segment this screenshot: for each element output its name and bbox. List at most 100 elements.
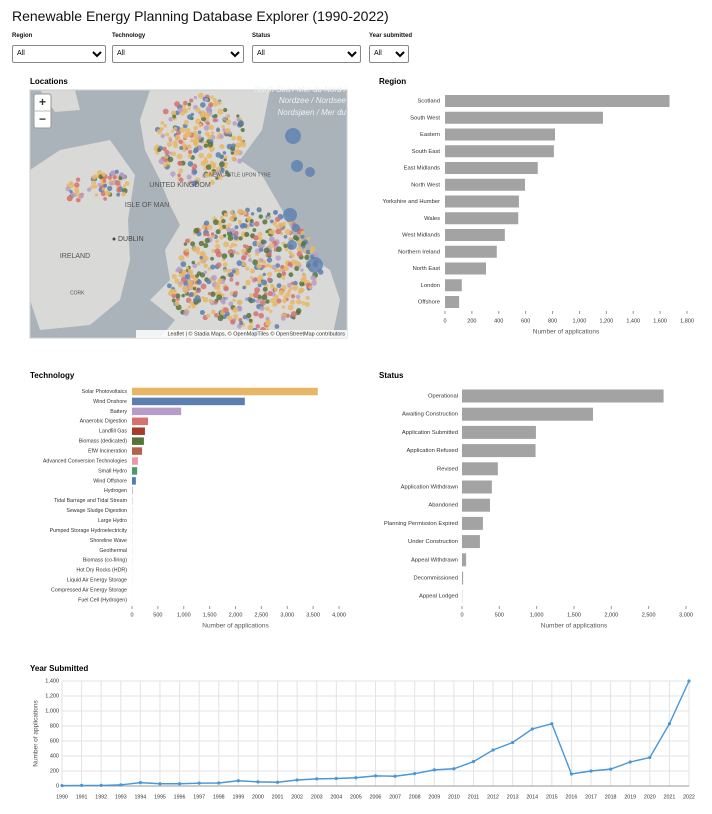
attribution-bg [136,330,347,338]
map-marker [190,112,195,117]
point [550,722,554,726]
map-marker [205,313,211,319]
map-marker [276,246,282,253]
map-marker [290,311,297,318]
map-marker [215,239,219,243]
filter-select[interactable]: All [369,44,409,63]
map-marker [160,133,166,139]
x-tick-label: 1,000 [573,318,587,324]
map-marker [244,244,250,250]
map-marker [187,107,191,111]
zoom-out[interactable]: − [39,112,46,126]
map-marker [158,158,165,165]
map-marker [171,273,178,280]
map-marker [196,287,200,291]
y-tick-label: 1,000 [45,708,59,714]
map-marker [86,187,92,192]
x-tick-label: 2007 [389,794,401,800]
map-marker [179,127,186,133]
map-marker [304,254,310,261]
x-tick-label: 200 [467,318,476,324]
map-marker [234,225,239,230]
map-marker [203,143,208,148]
bar [132,387,318,396]
point [648,755,652,760]
bar [462,389,664,403]
map-marker [90,184,95,190]
chart-title: Technology [30,371,75,380]
map-marker [198,152,204,159]
map-marker [251,298,256,303]
map-marker [204,172,210,178]
map-marker [295,294,301,299]
map-marker [110,170,116,177]
bar [445,229,505,241]
map-marker [228,301,234,307]
map-marker [232,269,236,274]
map-marker [183,119,189,126]
map-marker [187,154,192,159]
filter-select[interactable]: All [252,44,361,63]
x-tick-label: 1992 [95,794,107,800]
map-marker [281,285,287,290]
bar [462,553,467,567]
bar [132,417,149,426]
attribution[interactable]: Leaflet | © Stadia Maps, © OpenMapTiles … [167,330,345,337]
map-marker [187,131,192,137]
map-marker [101,172,106,177]
map-marker [166,283,172,289]
map-marker [182,148,187,153]
zoom-in[interactable]: + [39,95,46,109]
y-tick-label: London [421,283,440,289]
map-marker [172,114,177,119]
city-dot [112,237,116,241]
filter-select[interactable]: All [12,44,106,63]
y-tick-label: Application Submitted [402,430,458,436]
map-marker [202,296,209,303]
bar [132,407,182,416]
map-marker [232,307,239,313]
map-marker [219,143,225,150]
point [197,781,201,785]
map-marker [178,177,184,183]
map-marker [191,260,196,265]
map-marker [289,255,293,259]
map-marker [265,316,270,321]
map-marker [207,267,212,271]
x-tick-label: 3,000 [280,612,294,618]
map-marker [236,260,243,267]
zoom-control[interactable]: + − [33,93,52,129]
map-marker [97,170,103,176]
point [295,778,299,782]
x-tick-label: 2004 [330,794,342,800]
map-marker [248,257,253,263]
y-tick-label: Appeal Lodged [419,594,458,600]
map-marker [215,229,221,235]
map-marker [309,250,314,254]
x-tick-label: 800 [548,318,557,324]
map-marker [185,266,190,270]
filter-select[interactable]: All [112,44,244,63]
y-tick-label: 0 [56,783,59,789]
map-marker [295,236,300,241]
y-tick-label: Revised [437,466,458,472]
map-marker [195,107,201,113]
map-marker [275,255,282,261]
map-marker [197,130,202,135]
map-marker [165,132,170,137]
map-marker [226,268,232,274]
map-marker [238,236,243,241]
map-marker [78,193,84,199]
map-marker [170,129,175,133]
map-marker [104,190,111,197]
map-marker [184,274,191,280]
point [491,748,495,752]
map-marker [244,231,250,238]
filter: Year submitted All [369,33,412,63]
map-marker [287,261,293,267]
x-tick-label: 2006 [370,794,382,800]
map-marker [210,232,215,236]
map-marker [179,145,184,151]
map-marker [206,121,210,126]
map-marker [242,314,248,320]
